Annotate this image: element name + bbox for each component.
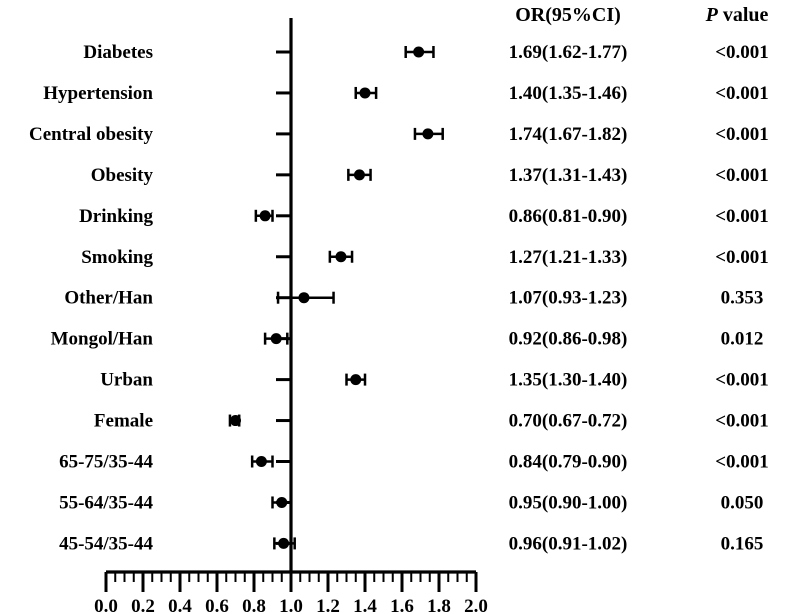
p-value-header-rest: value	[718, 4, 769, 26]
p-value: 0.012	[721, 329, 764, 350]
row-label: Obesity	[91, 165, 154, 186]
row-label: Smoking	[81, 247, 153, 268]
or-point	[350, 374, 362, 386]
or-point	[276, 496, 288, 508]
p-value: 0.050	[721, 492, 764, 513]
p-value: 0.165	[721, 533, 764, 554]
or-point	[255, 456, 267, 467]
or-value: 0.96(0.91-1.02)	[509, 533, 628, 554]
or-value: 0.70(0.67-0.72)	[509, 411, 628, 432]
p-value: <0.001	[715, 411, 769, 432]
row-label: 45-54/35-44	[59, 533, 153, 554]
x-tick-label: 1.0	[279, 596, 303, 614]
row-label: Female	[94, 411, 153, 432]
x-tick-label: 1.4	[353, 596, 377, 614]
or-point	[335, 251, 347, 263]
p-value: <0.001	[715, 247, 769, 268]
or-value: 1.35(1.30-1.40)	[509, 370, 628, 391]
row-label: Mongol/Han	[51, 329, 154, 350]
row-label: Hypertension	[43, 83, 153, 104]
x-tick-label: 1.2	[316, 596, 340, 614]
row-label: 55-64/35-44	[59, 492, 153, 513]
results-table: OR(95%CI) P value 1.69(1.62-1.77) <0.001 1…	[509, 4, 769, 554]
or-point	[230, 415, 241, 427]
or-value: 1.69(1.62-1.77)	[509, 42, 628, 63]
plot-rows: Diabetes Hypertension Central obesity Obesi…	[29, 42, 444, 554]
or-value: 0.86(0.81-0.90)	[509, 206, 628, 227]
x-tick-label: 0.6	[205, 596, 229, 614]
row-label: Other/Han	[64, 288, 153, 309]
x-tick-label: 1.6	[390, 596, 414, 614]
x-tick-label: 0.8	[242, 596, 266, 614]
or-value: 1.74(1.67-1.82)	[509, 124, 628, 145]
row-label: Diabetes	[83, 42, 153, 63]
p-value-header: P value	[705, 4, 769, 26]
or-point	[278, 537, 290, 549]
or-point	[359, 87, 371, 99]
p-value: <0.001	[715, 206, 769, 227]
row-label: Drinking	[79, 206, 153, 227]
p-value: <0.001	[715, 452, 769, 473]
or-value: 0.92(0.86-0.98)	[509, 329, 628, 350]
or-point	[259, 210, 271, 222]
x-tick-label: 2.0	[464, 596, 488, 614]
or-point	[422, 128, 434, 140]
or-point	[353, 169, 365, 181]
p-value: <0.001	[715, 124, 769, 145]
or-value: 0.95(0.90-1.00)	[509, 492, 628, 513]
row-label: 65-75/35-44	[59, 452, 153, 473]
or-point	[413, 46, 425, 58]
x-tick-label: 0.4	[168, 596, 192, 614]
p-value: <0.001	[715, 370, 769, 391]
or-header: OR(95%CI)	[515, 4, 621, 26]
x-tick-label: 0.0	[94, 596, 118, 614]
p-value-header-italic: P	[705, 4, 719, 26]
or-point	[270, 333, 282, 345]
or-point	[298, 292, 310, 304]
p-value: <0.001	[715, 42, 769, 63]
or-value: 1.07(0.93-1.23)	[509, 288, 628, 309]
or-value: 0.84(0.79-0.90)	[509, 452, 628, 473]
row-label: Urban	[100, 370, 153, 391]
or-value: 1.27(1.21-1.33)	[509, 247, 628, 268]
p-value: <0.001	[715, 83, 769, 104]
row-label: Central obesity	[29, 124, 154, 145]
x-tick-label: 0.2	[131, 596, 155, 614]
p-value: <0.001	[715, 165, 769, 186]
or-value: 1.40(1.35-1.46)	[509, 83, 628, 104]
or-value: 1.37(1.31-1.43)	[509, 165, 628, 186]
x-axis: 0.0 0.2 0.4 0.6 0.8 1.0 1.2 1.4 1.6 1.8 2.0	[94, 18, 488, 614]
p-value: 0.353	[721, 288, 764, 309]
x-tick-label: 1.8	[427, 596, 451, 614]
